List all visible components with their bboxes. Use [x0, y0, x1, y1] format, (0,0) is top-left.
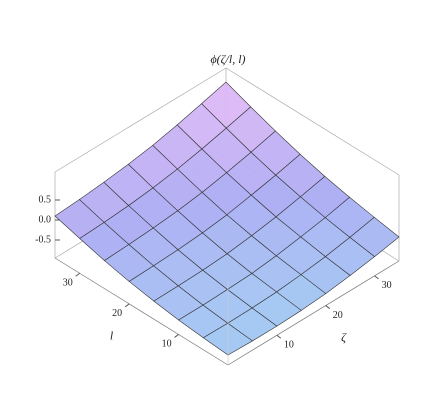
- z-tick-label: -0.5: [35, 234, 51, 245]
- chart-title: ϕ(ζ/l, l): [210, 52, 245, 66]
- y-axis-label: l: [110, 328, 114, 342]
- z-tick-label: 0.0: [39, 214, 52, 225]
- x-tick: [325, 305, 331, 309]
- x-tick-label: 30: [382, 280, 392, 291]
- x-axis-label: ζ: [341, 330, 347, 344]
- box-edge: [225, 67, 400, 176]
- z-tick-label: 0.5: [39, 194, 52, 205]
- box-edge: [54, 67, 227, 173]
- x-tick: [374, 275, 379, 280]
- x-tick-label: 10: [284, 340, 294, 351]
- box-edge: [54, 257, 229, 366]
- y-tick-label: 10: [162, 339, 172, 350]
- y-tick: [75, 272, 81, 277]
- y-tick-label: 20: [112, 308, 122, 319]
- y-tick: [124, 303, 130, 308]
- x-tick-label: 20: [333, 310, 343, 321]
- y-tick-label: 30: [63, 278, 73, 289]
- box-edge: [227, 260, 400, 366]
- x-tick: [276, 334, 282, 339]
- y-tick: [174, 334, 179, 338]
